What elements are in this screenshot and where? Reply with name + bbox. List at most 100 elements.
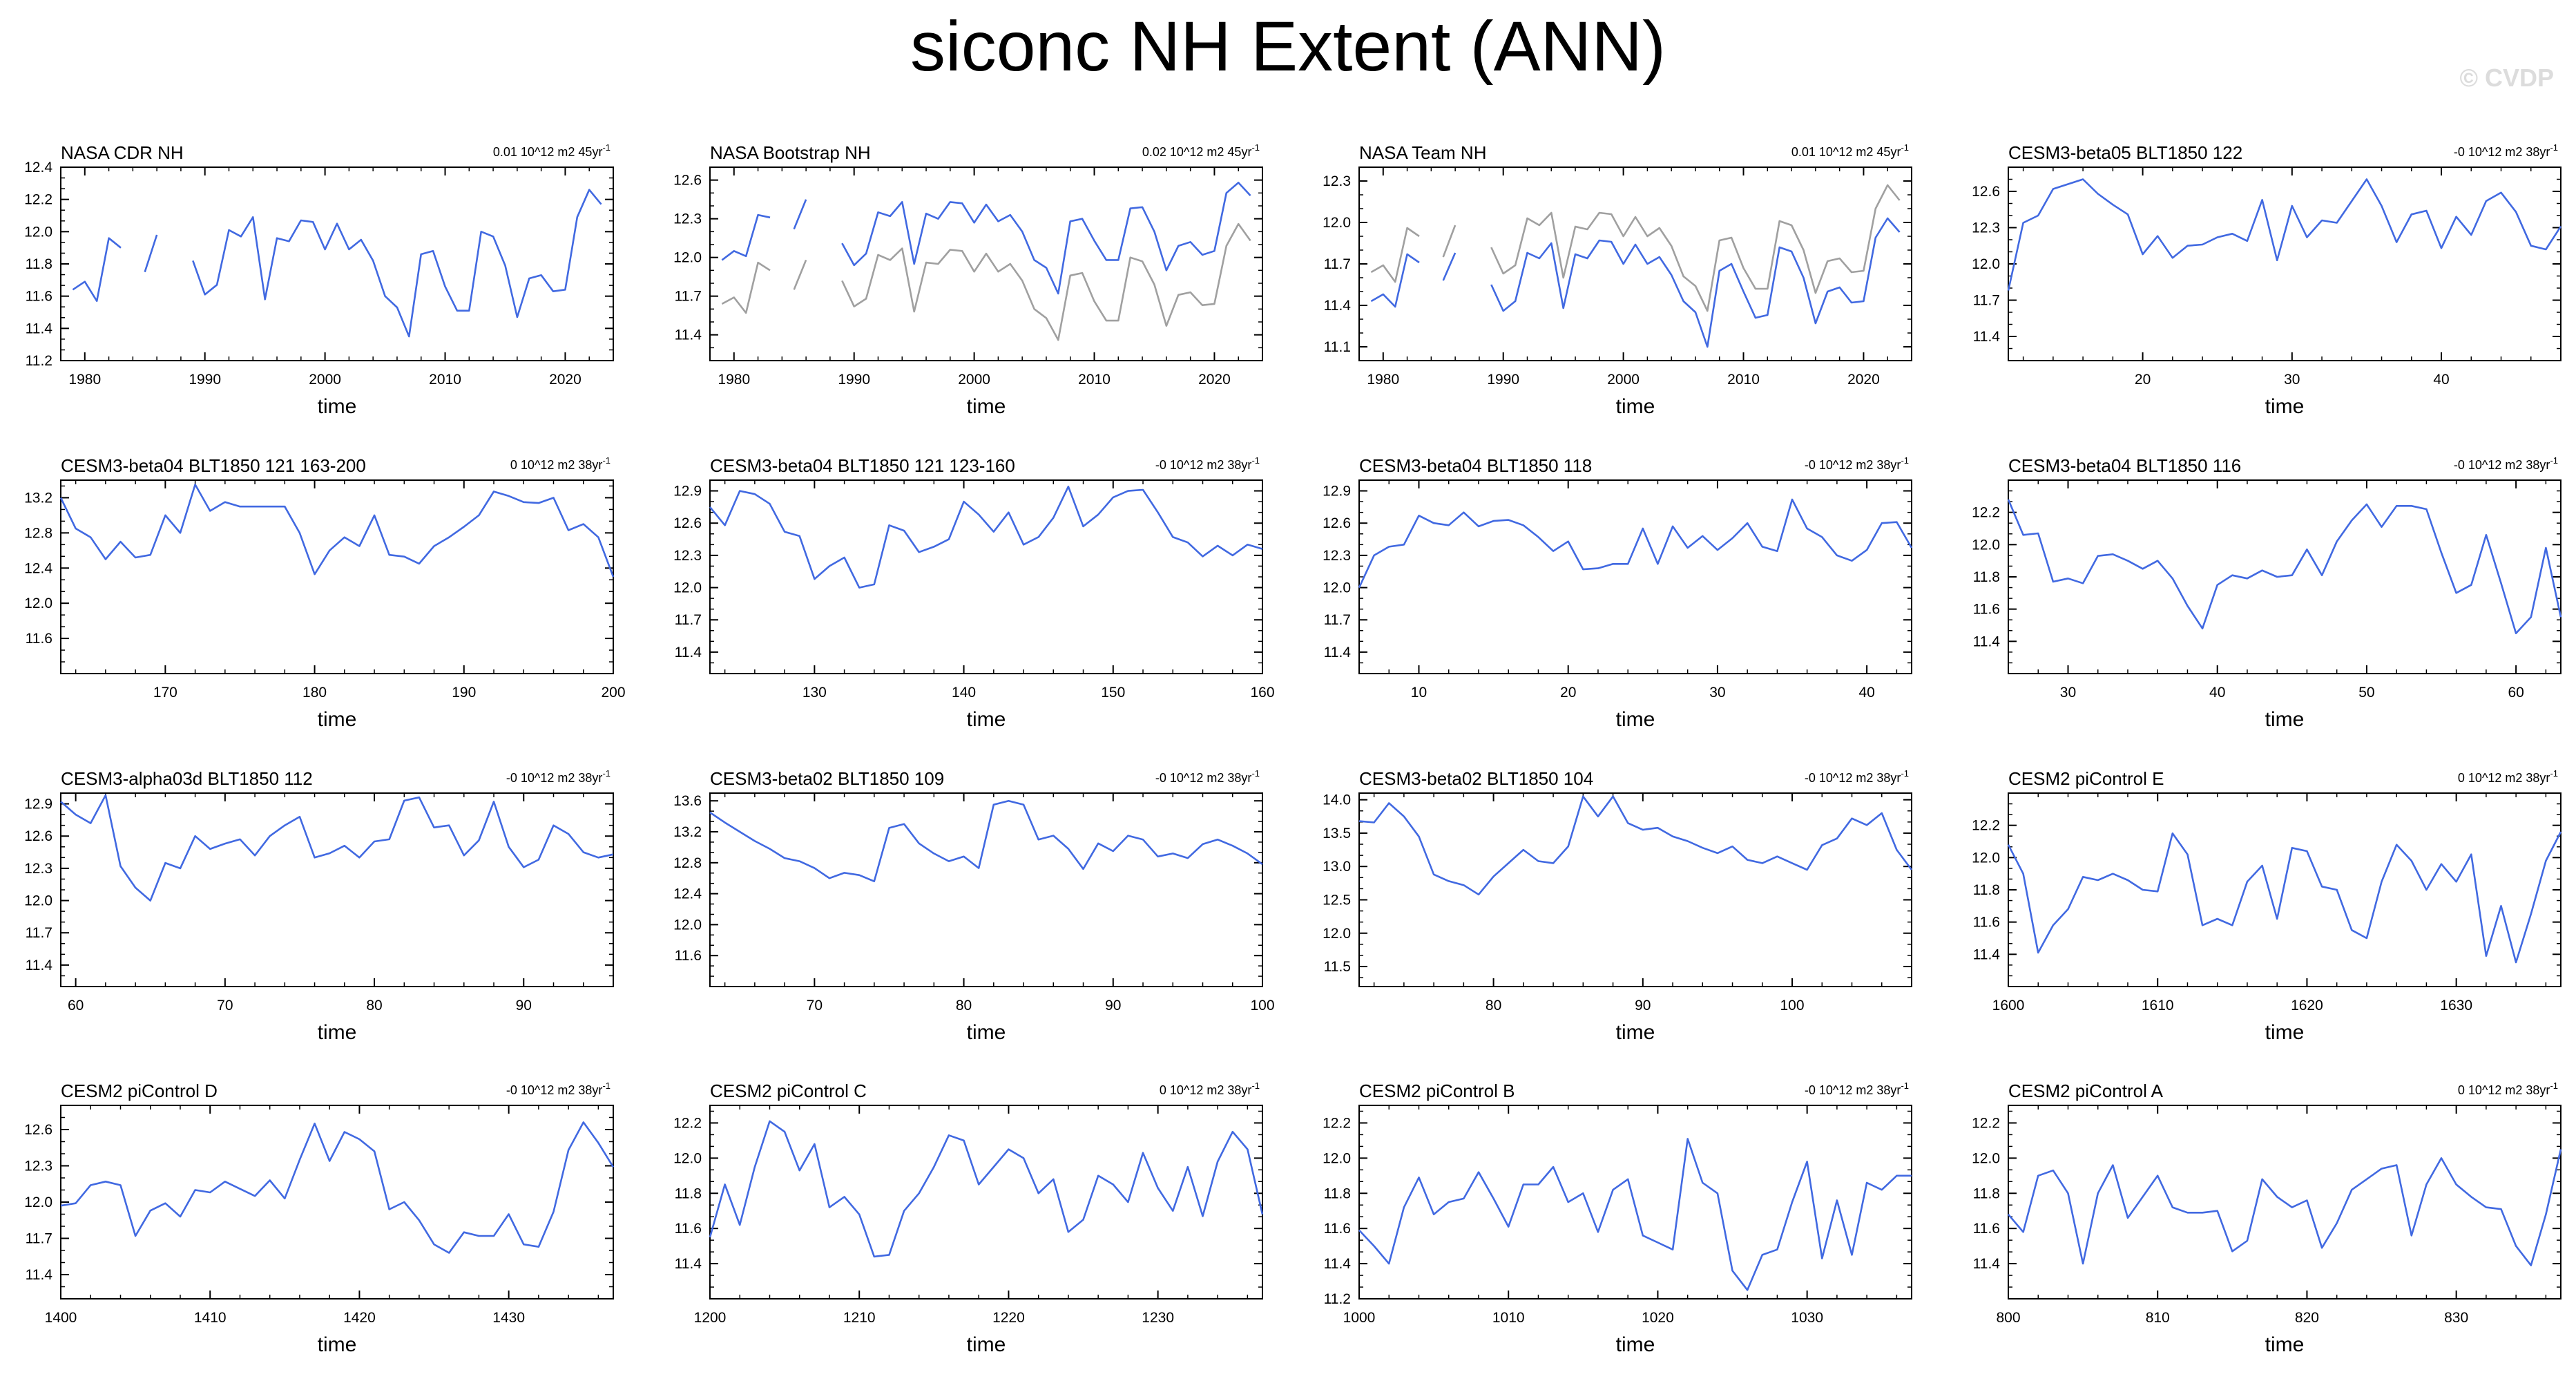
plot-frame xyxy=(1358,792,1912,987)
trend-unit-exponent: -1 xyxy=(2550,768,2558,779)
model-series-line xyxy=(709,1120,1264,1258)
x-axis-label: time xyxy=(2265,395,2305,418)
x-tick-label: 30 xyxy=(1709,685,1725,701)
x-tick-label: 1630 xyxy=(2440,998,2472,1013)
trend-unit-exponent: -1 xyxy=(602,768,611,779)
x-tick-label: 800 xyxy=(1996,1310,2020,1326)
y-tick-label: 11.4 xyxy=(1973,329,2001,345)
line-chart: CESM3-beta04 BLT1850 118 -0 10^12 m2 38yr… xyxy=(1323,455,1913,731)
chart-title: CESM3-beta04 BLT1850 118 xyxy=(1359,455,1592,476)
x-tick-label: 1620 xyxy=(2291,998,2323,1013)
trend-unit-exponent: -1 xyxy=(2550,142,2558,153)
trend-unit-exponent: -1 xyxy=(602,455,611,466)
y-tick-label: 13.2 xyxy=(24,490,52,506)
x-tick-label: 1600 xyxy=(1992,998,2025,1013)
y-tick-label: 11.8 xyxy=(1973,1186,2000,1201)
model-series-line xyxy=(2007,831,2562,964)
y-tick-label: 11.6 xyxy=(1973,1221,2000,1237)
y-tick-label: 11.4 xyxy=(675,645,702,660)
model-series-line xyxy=(1358,795,1913,896)
y-tick-label: 11.6 xyxy=(26,631,52,647)
line-chart: CESM2 piControl A 0 10^12 m2 38yr-1 11.4 11… xyxy=(1972,1080,2562,1356)
y-tick-label: 13.5 xyxy=(1323,826,1351,841)
x-tick-label: 40 xyxy=(2433,372,2449,388)
x-tick-label: 140 xyxy=(952,685,976,701)
chart-panel: CESM3-beta02 BLT1850 109 -0 10^12 m2 38yr… xyxy=(648,748,1297,1060)
plot-frame xyxy=(2008,792,2561,987)
model-series-line xyxy=(721,182,1251,295)
y-tick-label: 14.0 xyxy=(1323,792,1351,808)
chart-title: CESM3-beta04 BLT1850 121 163-200 xyxy=(61,455,366,476)
x-tick-label: 1030 xyxy=(1791,1310,1823,1326)
x-tick-label: 100 xyxy=(1780,998,1805,1013)
y-tick-label: 12.3 xyxy=(1323,173,1351,189)
plot-frame xyxy=(709,1105,1263,1299)
x-tick-label: 1020 xyxy=(1642,1310,1674,1326)
model-series-line xyxy=(2007,499,2562,634)
x-tick-label: 1220 xyxy=(992,1310,1025,1326)
y-tick-label: 11.7 xyxy=(26,1231,52,1247)
y-tick-label: 11.6 xyxy=(1973,602,2000,618)
chart-panel: NASA Bootstrap NH 0.02 10^12 m2 45yr-1 11.… xyxy=(648,122,1297,434)
y-tick-label: 11.7 xyxy=(1324,612,1351,628)
y-tick-label: 11.6 xyxy=(675,1221,702,1237)
chart-title: NASA CDR NH xyxy=(61,142,184,163)
chart-title: NASA Bootstrap NH xyxy=(710,142,871,163)
y-tick-label: 12.0 xyxy=(1323,215,1351,231)
x-axis-label: time xyxy=(318,1333,357,1356)
line-chart: NASA CDR NH 0.01 10^12 m2 45yr-1 11.2 11.4 1… xyxy=(24,142,614,418)
y-tick-label: 12.2 xyxy=(1323,1115,1351,1131)
y-tick-label: 12.0 xyxy=(673,580,702,596)
x-tick-label: 1200 xyxy=(694,1310,727,1326)
line-chart: CESM2 piControl E 0 10^12 m2 38yr-1 11.4 11… xyxy=(1972,768,2562,1044)
x-tick-label: 1990 xyxy=(1487,372,1519,388)
trend-label: 0 10^12 m2 38yr-1 xyxy=(2458,768,2558,785)
x-tick-label: 810 xyxy=(2146,1310,2170,1326)
plot-frame xyxy=(60,479,614,674)
model-series-line xyxy=(60,794,614,902)
line-chart: CESM3-beta05 BLT1850 122 -0 10^12 m2 38yr… xyxy=(1972,142,2562,418)
trend-label: 0.02 10^12 m2 45yr-1 xyxy=(1142,142,1260,159)
chart-title: CESM2 piControl A xyxy=(2008,1080,2164,1101)
x-tick-label: 2000 xyxy=(309,372,341,388)
y-tick-label: 11.4 xyxy=(1973,946,2001,962)
x-tick-label: 20 xyxy=(1560,685,1576,701)
y-tick-label: 12.5 xyxy=(1323,892,1351,908)
x-tick-label: 150 xyxy=(1101,685,1125,701)
chart-panel: CESM3-beta02 BLT1850 104 -0 10^12 m2 38yr… xyxy=(1297,748,1946,1060)
x-tick-label: 20 xyxy=(2135,372,2151,388)
x-tick-label: 2010 xyxy=(1727,372,1760,388)
y-tick-label: 12.6 xyxy=(24,828,52,844)
y-tick-label: 12.0 xyxy=(1972,537,2000,553)
y-tick-label: 11.2 xyxy=(26,353,52,369)
y-tick-label: 11.4 xyxy=(26,1267,53,1283)
x-tick-label: 1420 xyxy=(343,1310,376,1326)
x-axis-label: time xyxy=(2265,1021,2305,1044)
x-axis-label: time xyxy=(967,708,1006,731)
y-tick-label: 13.0 xyxy=(1323,859,1351,875)
line-chart: CESM3-beta04 BLT1850 121 123-160 -0 10^12… xyxy=(673,455,1274,731)
trend-label: 0 10^12 m2 38yr-1 xyxy=(1160,1080,1260,1097)
chart-title: NASA Team NH xyxy=(1359,142,1486,163)
y-tick-label: 12.4 xyxy=(673,886,702,902)
model-series-line xyxy=(59,484,615,578)
trend-unit-exponent: -1 xyxy=(1251,768,1260,779)
x-tick-label: 190 xyxy=(452,685,476,701)
chart-panel: CESM2 piControl A 0 10^12 m2 38yr-1 11.4 11… xyxy=(1946,1060,2576,1372)
y-tick-label: 12.3 xyxy=(673,548,702,564)
chart-title: CESM3-alpha03d BLT1850 112 xyxy=(61,768,313,789)
x-tick-label: 820 xyxy=(2295,1310,2319,1326)
plot-frame xyxy=(2008,1105,2561,1299)
x-axis-label: time xyxy=(1616,1021,1655,1044)
x-axis-label: time xyxy=(318,1021,357,1044)
y-tick-label: 13.2 xyxy=(673,824,702,840)
trend-label: -0 10^12 m2 38yr-1 xyxy=(506,1080,611,1097)
plot-frame xyxy=(60,166,614,361)
y-tick-label: 12.3 xyxy=(24,861,52,877)
chart-panel: CESM3-beta04 BLT1850 121 163-200 0 10^12 … xyxy=(0,435,648,747)
chart-title: CESM3-beta04 BLT1850 121 123-160 xyxy=(710,455,1015,476)
x-tick-label: 70 xyxy=(807,998,823,1013)
chart-title: CESM3-beta05 BLT1850 122 xyxy=(2008,142,2242,163)
x-tick-label: 10 xyxy=(1411,685,1427,701)
x-tick-label: 180 xyxy=(302,685,327,701)
